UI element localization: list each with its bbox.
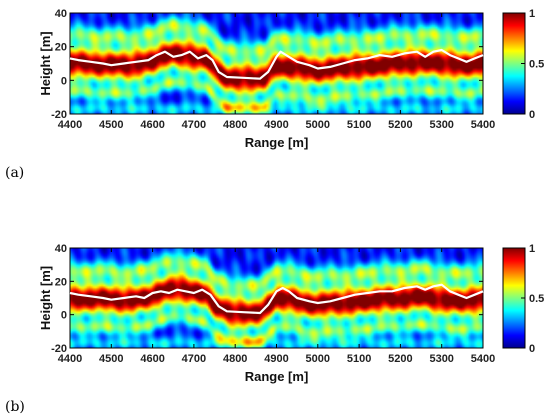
- x-tick-label: 5300: [429, 353, 453, 365]
- y-tick-label: 0: [61, 75, 67, 87]
- overlay-line-a: [69, 48, 484, 80]
- y-tick-label: 20: [55, 276, 67, 288]
- x-tick-label: 5000: [306, 353, 330, 365]
- x-tick-label: 4600: [140, 353, 164, 365]
- x-tick-label: 4500: [99, 353, 123, 365]
- y-tick-label: 20: [55, 42, 67, 54]
- x-tick-label: 5100: [347, 353, 371, 365]
- x-axis-label-a: Range [m]: [245, 135, 309, 150]
- x-tick-label: 4400: [58, 353, 82, 365]
- x-ticks-b: 4400 4500 4600 4700 4800 4900 5000 5100 5200 5300…: [58, 248, 495, 365]
- panel-b: 4400 4500 4600 4700 4800 4900 5000 5100 5200 5300…: [5, 243, 544, 415]
- colorbar-tick-label: 1: [529, 8, 535, 20]
- y-tick-label: -20: [51, 109, 67, 121]
- colorbar-tick-label: 0.5: [529, 59, 544, 71]
- x-tick-label: 4700: [182, 353, 206, 365]
- colorbar-ticks-a: 00.51: [521, 8, 544, 121]
- heatmap-b: [70, 248, 483, 348]
- x-tick-label: 4800: [223, 119, 247, 131]
- x-tick-label: 4800: [223, 353, 247, 365]
- overlay-line-b: [69, 283, 484, 315]
- x-tick-label: 5200: [388, 353, 412, 365]
- panel-a: 4400 4500 4600 4700 4800 4900 5000 5100 5200 5300…: [5, 8, 544, 181]
- y-ticks-b: -20 0 20 40: [51, 243, 483, 355]
- x-tick-label: 4400: [58, 119, 82, 131]
- y-tick-label: 40: [55, 8, 67, 20]
- x-tick-label: 4700: [182, 119, 206, 131]
- x-ticks-a: 4400 4500 4600 4700 4800 4900 5000 5100 5200 5300…: [58, 13, 495, 131]
- colorbar-tick-label: 0: [529, 109, 535, 121]
- x-axis-label-b: Range [m]: [245, 369, 309, 384]
- x-tick-label: 5200: [388, 119, 412, 131]
- y-tick-label: 0: [61, 310, 67, 322]
- x-tick-label: 4500: [99, 119, 123, 131]
- y-tick-label: -20: [51, 343, 67, 355]
- x-tick-label: 5400: [471, 119, 495, 131]
- y-axis-label-a: Height [m]: [38, 31, 53, 95]
- x-tick-label: 4900: [264, 353, 288, 365]
- x-tick-label: 5100: [347, 119, 371, 131]
- x-tick-label: 4600: [140, 119, 164, 131]
- heatmap-a: [70, 13, 483, 114]
- y-axis-label-b: Height [m]: [38, 266, 53, 330]
- panel-label-b: (b): [5, 399, 25, 415]
- y-tick-label: 40: [55, 243, 67, 255]
- x-tick-label: 5000: [306, 119, 330, 131]
- y-ticks-a: -20 0 20 40: [51, 8, 483, 121]
- colorbar-tick-label: 0.5: [529, 293, 544, 305]
- colorbar-ticks-b: 00.51: [521, 243, 544, 355]
- panel-label-a: (a): [5, 165, 24, 181]
- x-tick-label: 5400: [471, 353, 495, 365]
- x-tick-label: 5300: [429, 119, 453, 131]
- x-tick-label: 4900: [264, 119, 288, 131]
- colorbar-tick-label: 0: [529, 343, 535, 355]
- colorbar-tick-label: 1: [529, 243, 535, 255]
